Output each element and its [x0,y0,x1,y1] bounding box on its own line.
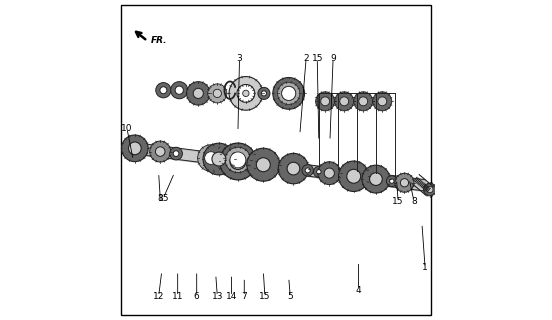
Circle shape [160,87,167,94]
Circle shape [212,152,226,166]
Circle shape [324,168,335,178]
Text: 14: 14 [226,292,237,301]
Circle shape [150,141,171,162]
Text: 8: 8 [411,197,417,206]
Circle shape [203,143,235,175]
Circle shape [335,92,354,111]
Circle shape [378,97,387,106]
Circle shape [225,147,251,172]
Circle shape [121,135,148,162]
Circle shape [362,165,390,193]
Circle shape [243,90,249,97]
Circle shape [340,97,349,106]
Text: 7: 7 [241,292,247,301]
Circle shape [282,86,296,100]
Circle shape [287,162,300,175]
Circle shape [305,168,310,173]
Text: 12: 12 [153,292,164,301]
Circle shape [354,92,373,111]
Circle shape [262,91,267,96]
Circle shape [373,92,392,111]
Circle shape [169,147,182,160]
Text: 9: 9 [330,54,336,63]
Circle shape [156,147,165,156]
Circle shape [256,158,270,172]
Text: 15: 15 [158,194,169,203]
Circle shape [208,84,227,103]
Circle shape [318,162,341,185]
Circle shape [400,179,408,187]
Circle shape [321,97,330,106]
Text: FR.: FR. [151,36,167,44]
Circle shape [247,148,280,181]
Circle shape [198,145,224,172]
Circle shape [237,85,254,102]
Circle shape [423,183,436,196]
Circle shape [302,165,314,176]
Circle shape [175,86,183,94]
Circle shape [370,173,383,186]
Circle shape [278,153,309,184]
Text: 1: 1 [422,263,428,272]
Text: 6: 6 [194,292,200,301]
Circle shape [316,92,335,111]
Circle shape [173,151,179,156]
Text: 13: 13 [211,292,223,301]
Circle shape [129,142,141,155]
Circle shape [395,173,414,192]
Circle shape [427,186,433,193]
Circle shape [229,76,263,110]
Circle shape [213,89,221,98]
Text: 10: 10 [121,124,132,133]
Circle shape [347,169,360,183]
Text: 4: 4 [355,285,362,295]
Circle shape [171,82,188,99]
Circle shape [338,161,369,191]
Text: 3: 3 [237,54,242,63]
Circle shape [282,86,296,100]
Circle shape [187,82,210,105]
Text: 11: 11 [172,292,183,301]
Circle shape [156,83,171,98]
Circle shape [273,77,305,109]
Circle shape [230,154,246,169]
Circle shape [359,97,368,106]
Text: 15: 15 [392,197,404,206]
Circle shape [390,179,394,183]
Text: 5: 5 [288,292,293,301]
Circle shape [205,152,217,164]
Circle shape [237,84,254,102]
Circle shape [193,88,203,99]
Text: 2: 2 [303,54,309,63]
Text: 8: 8 [157,194,163,203]
Circle shape [258,87,270,100]
Circle shape [220,143,256,180]
Circle shape [317,170,321,174]
Circle shape [278,82,300,105]
Circle shape [386,176,397,187]
Circle shape [314,166,324,177]
Text: 15: 15 [311,54,323,63]
Text: 15: 15 [259,292,270,301]
Circle shape [230,152,246,168]
